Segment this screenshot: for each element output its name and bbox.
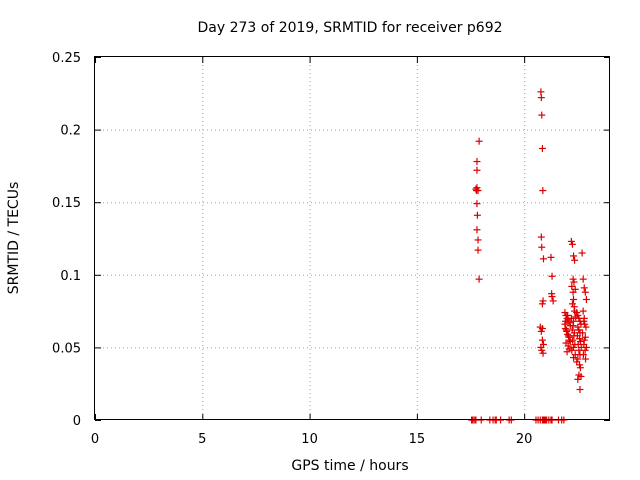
data-point — [568, 346, 576, 354]
data-point — [569, 336, 577, 344]
data-point — [581, 346, 589, 354]
data-point — [571, 256, 579, 264]
y-tick-label: 0.2 — [60, 124, 81, 139]
data-point — [569, 288, 577, 296]
data-point — [563, 348, 571, 356]
data-point — [548, 293, 556, 301]
data-point — [473, 158, 481, 166]
data-point — [537, 233, 545, 241]
data-point — [475, 137, 483, 145]
data-point — [473, 226, 481, 234]
y-tick-label: 0.25 — [52, 51, 81, 66]
x-axis-label: GPS time / hours — [291, 458, 408, 474]
data-point — [538, 300, 546, 308]
data-point — [474, 187, 482, 195]
data-point — [473, 200, 481, 208]
data-point — [538, 243, 546, 251]
data-point — [576, 386, 584, 394]
data-point — [562, 317, 570, 325]
x-tick-label: 5 — [198, 432, 206, 447]
data-point — [579, 275, 587, 283]
data-point — [537, 94, 545, 102]
data-point — [549, 297, 557, 305]
data-point — [581, 288, 589, 296]
data-point — [575, 346, 583, 354]
data-point — [547, 253, 555, 261]
data-point — [570, 354, 578, 362]
data-point — [579, 329, 587, 337]
data-point — [579, 351, 587, 359]
data-point — [579, 307, 587, 315]
data-point — [576, 364, 584, 372]
data-point — [570, 303, 578, 311]
data-point — [475, 275, 483, 283]
data-point — [538, 325, 546, 333]
data-point — [564, 311, 572, 319]
data-point — [578, 249, 586, 257]
grid-lines — [95, 57, 610, 420]
data-point — [538, 111, 546, 119]
data-point — [568, 240, 576, 248]
y-tick-label: 0.05 — [52, 341, 81, 356]
data-point — [582, 355, 590, 363]
data-point — [580, 284, 588, 292]
x-tick-label: 10 — [301, 432, 318, 447]
axis-ticks: 0 5 10 15 20 0 0.05 0.1 0.15 0.2 0.25 — [52, 51, 610, 447]
y-axis-label: SRMTID / TECUs — [6, 182, 22, 295]
data-point — [538, 336, 546, 344]
data-point — [473, 211, 481, 219]
data-point — [569, 322, 577, 330]
data-point — [474, 236, 482, 244]
plot-frame — [94, 56, 610, 420]
data-point — [539, 255, 547, 263]
x-tick-label: 0 — [91, 432, 99, 447]
x-tick-label: 20 — [516, 432, 533, 447]
data-point — [582, 323, 590, 331]
data-point — [474, 246, 482, 254]
y-tick-label: 0 — [73, 414, 81, 429]
data-point — [570, 278, 578, 286]
data-point — [570, 252, 578, 260]
data-point — [577, 372, 585, 380]
data-point — [538, 144, 546, 152]
data-point — [575, 326, 583, 334]
y-tick-label: 0.15 — [52, 196, 81, 211]
data-point — [539, 349, 547, 357]
chart-title: Day 273 of 2019, SRMTID for receiver p69… — [197, 20, 502, 36]
data-point — [570, 295, 578, 303]
data-point — [473, 166, 481, 174]
data-point — [582, 295, 590, 303]
data-point — [548, 272, 556, 280]
data-point — [539, 187, 547, 195]
y-tick-label: 0.1 — [60, 269, 81, 284]
x-tick-label: 15 — [409, 432, 426, 447]
data-points — [468, 88, 590, 424]
